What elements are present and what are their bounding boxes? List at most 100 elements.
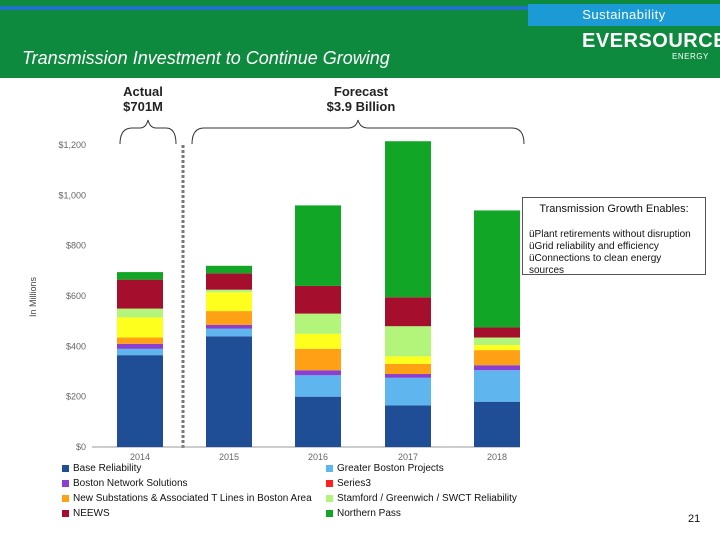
legend-item: Stamford / Greenwich / SWCT Reliability (326, 493, 517, 505)
legend-swatch (326, 509, 333, 517)
forecast-label-group: Forecast $3.9 Billion (300, 84, 422, 114)
x-tick-label: 2015 (219, 452, 239, 462)
legend-item: Northern Pass (326, 508, 401, 520)
tagline-badge: Sustainability (528, 4, 720, 26)
bar-segment (206, 273, 252, 290)
x-tick-label: 2014 (130, 452, 150, 462)
bar-segment (385, 141, 431, 298)
actual-label-group: Actual $701M (98, 84, 188, 114)
bar-segment (295, 396, 341, 447)
bar-segment (385, 356, 431, 364)
callout-item: üConnections to clean energy sources (529, 253, 662, 276)
bar-segment (117, 348, 163, 356)
legend-item: Base Reliability (62, 463, 141, 475)
company-logo: EVERSOURCE (582, 30, 720, 52)
bar-segment (117, 343, 163, 349)
bar-segment (206, 328, 252, 337)
legend-swatch (62, 494, 69, 502)
bar-segment (295, 375, 341, 397)
bar-segment (295, 370, 341, 376)
forecast-value: $3.9 Billion (326, 99, 396, 114)
bar-segment (385, 405, 431, 447)
bar-segment (385, 363, 431, 375)
bar-segment (206, 289, 252, 293)
bar-segment (117, 355, 163, 447)
bar-segment (295, 313, 341, 334)
growth-callout-box: Transmission Growth Enables: üPlant reti… (522, 197, 706, 276)
page-title: Transmission Investment to Continue Grow… (22, 48, 390, 68)
x-tick-labels: 2014 2015 2016 2017 2018 (130, 452, 507, 462)
legend-swatch (62, 509, 69, 517)
bar-segment (117, 279, 163, 309)
bar-segment (206, 324, 252, 329)
legend-label: Greater Boston Projects (337, 463, 444, 474)
y-tick-label: $200 (66, 392, 86, 402)
bar-segment (474, 210, 520, 328)
legend-label: Boston Network Solutions (73, 478, 188, 489)
callout-item: üPlant retirements without disruption (529, 229, 691, 240)
y-tick-label: $0 (76, 442, 86, 452)
legend-label: NEEWS (73, 508, 110, 519)
actual-value: $701M (123, 99, 163, 114)
legend-swatch (326, 479, 333, 487)
legend-item: NEEWS (62, 508, 110, 520)
x-tick-label: 2018 (487, 452, 507, 462)
legend-label: Northern Pass (337, 508, 401, 519)
y-tick-label: $1,200 (58, 140, 86, 150)
bar-segment (474, 350, 520, 366)
bar-segment (206, 311, 252, 325)
bar-segment (295, 285, 341, 314)
bar-segment (206, 292, 252, 312)
legend-swatch (62, 464, 69, 472)
callout-item: üGrid reliability and efficiency (529, 241, 659, 252)
bar-segment (295, 205, 341, 286)
legend-item: Series3 (326, 478, 371, 490)
legend-item: Greater Boston Projects (326, 463, 444, 475)
bracket-shapes (119, 119, 525, 145)
bar-segment (295, 333, 341, 349)
bar-segments (117, 141, 520, 447)
callout-title: Transmission Growth Enables: (539, 203, 689, 215)
bar-segment (117, 317, 163, 338)
bar-segment (385, 326, 431, 357)
y-tick-label: $400 (66, 341, 86, 351)
bar-segment (117, 337, 163, 344)
legend-item: Boston Network Solutions (62, 478, 188, 490)
forecast-bracket (191, 119, 525, 145)
bar-segment (206, 265, 252, 274)
y-tick-label: $600 (66, 291, 86, 301)
legend-label: Series3 (337, 478, 371, 489)
bar-segment (474, 337, 520, 346)
legend-swatch (326, 494, 333, 502)
x-tick-label: 2017 (398, 452, 418, 462)
y-tick-label: $800 (66, 241, 86, 251)
bar-segment (474, 365, 520, 371)
legend-label: New Substations & Associated T Lines in … (73, 493, 312, 504)
legend-label: Base Reliability (73, 463, 142, 474)
y-tick-labels: $0 $200 $400 $600 $800 $1,000 $1,200 (58, 140, 86, 452)
bar-segment (474, 327, 520, 338)
x-tick-label: 2016 (308, 452, 328, 462)
bar-segment (206, 336, 252, 447)
page-number: 21 (688, 513, 701, 525)
y-tick-label: $1,000 (58, 190, 86, 200)
actual-label: Actual (123, 84, 163, 99)
legend-label: Stamford / Greenwich / SWCT Reliability (337, 493, 517, 504)
company-logo-sub: ENERGY (672, 52, 709, 61)
bar-segment (295, 348, 341, 371)
legend-item: New Substations & Associated T Lines in … (62, 493, 312, 505)
legend-swatch (326, 464, 333, 472)
bar-segment (385, 377, 431, 406)
header-accent-line (0, 6, 720, 10)
bar-segment (385, 374, 431, 378)
bar-segment (474, 345, 520, 351)
bar-segment (117, 308, 163, 318)
actual-bracket (119, 119, 177, 145)
bar-segment (117, 272, 163, 280)
forecast-label: Forecast (333, 84, 389, 99)
bar-segment (385, 297, 431, 327)
y-axis-label: In Millions (28, 276, 38, 317)
bar-segment (474, 370, 520, 402)
bar-segment (474, 401, 520, 447)
